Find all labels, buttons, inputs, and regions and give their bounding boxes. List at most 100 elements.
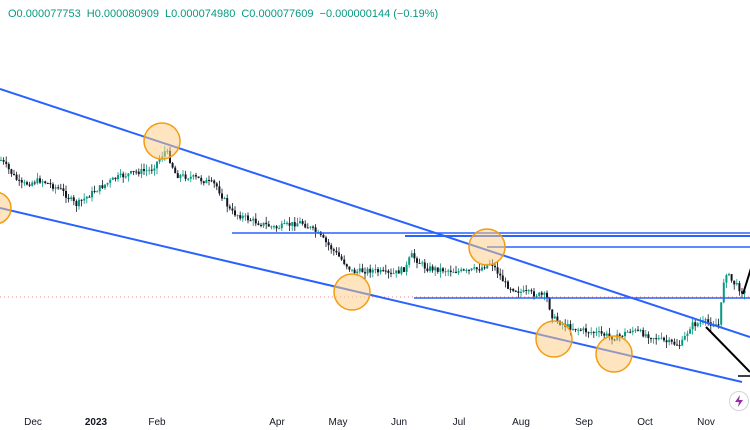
candle-body — [265, 222, 268, 225]
candle-body — [314, 227, 317, 232]
candle-body — [312, 226, 314, 228]
projection-arrows[interactable] — [705, 265, 750, 377]
candle-body — [728, 274, 730, 276]
candle-body — [496, 267, 499, 274]
candle-body — [681, 339, 684, 346]
candle-body — [592, 332, 595, 334]
candle-body — [507, 281, 509, 289]
candle-body — [228, 206, 231, 209]
flash-button[interactable] — [729, 391, 749, 411]
trendlines[interactable] — [0, 88, 750, 383]
candle-body — [421, 262, 424, 264]
candle-body — [639, 330, 642, 332]
candle-body — [283, 223, 286, 225]
time-axis[interactable]: Dec 2023 Feb Apr May Jun Jul Aug Sep Oct Nov — [24, 417, 715, 428]
ohlc-close: C0.000077609 — [241, 8, 314, 20]
candle-body — [525, 289, 528, 291]
candle-body — [530, 290, 533, 292]
candle-body — [291, 222, 294, 226]
candle-body — [278, 228, 281, 230]
candle-body — [249, 220, 252, 222]
candle-body — [231, 208, 234, 211]
candle-body — [738, 283, 741, 292]
candle-body — [67, 197, 70, 200]
upper-channel-line[interactable] — [0, 88, 750, 338]
candle-body — [730, 274, 733, 281]
candle-body — [327, 242, 330, 246]
candle-body — [382, 269, 385, 271]
candle-body — [202, 181, 205, 184]
candle-body — [343, 259, 346, 265]
candle-body — [460, 269, 463, 272]
candle-body — [637, 329, 639, 331]
candle-body — [187, 178, 190, 180]
candle-body — [509, 288, 512, 290]
candle-body — [111, 177, 114, 180]
candle-body — [176, 173, 179, 179]
down-arrow-line[interactable] — [705, 326, 750, 373]
candle-body — [46, 183, 49, 185]
candle-body — [494, 265, 496, 268]
candle-body — [234, 210, 236, 216]
candle-body — [486, 264, 489, 269]
candle-body — [704, 319, 707, 321]
candle-body — [124, 176, 127, 178]
candle-body — [574, 328, 577, 331]
candle-body — [631, 330, 634, 333]
candle-body — [735, 283, 738, 285]
candle-body — [587, 332, 590, 334]
candle-body — [668, 339, 671, 343]
candle-body — [150, 169, 153, 171]
candle-body — [566, 324, 569, 328]
candle-body — [670, 339, 673, 342]
lightning-icon — [735, 395, 743, 407]
candle-body — [52, 184, 54, 189]
candle-body — [603, 333, 606, 336]
candle-body — [429, 266, 431, 271]
candle-body — [348, 266, 351, 270]
candle-body — [13, 173, 15, 175]
candle-body — [691, 322, 694, 330]
candle-body — [15, 174, 18, 180]
candle-body — [522, 289, 525, 292]
candle-body — [626, 331, 629, 333]
ohlc-change: −0.000000144 (−0.19%) — [319, 8, 439, 20]
candle-body — [371, 269, 374, 273]
candle-body — [83, 198, 86, 201]
candle-body — [444, 271, 447, 273]
candle-body — [533, 291, 535, 297]
candle-body — [10, 169, 13, 174]
candle-body — [252, 218, 255, 221]
candle-body — [98, 185, 101, 192]
candle-body — [689, 329, 691, 334]
candle-body — [416, 258, 418, 263]
candle-body — [457, 271, 460, 273]
candle-body — [686, 333, 689, 336]
candle-body — [158, 158, 161, 162]
candle-body — [88, 196, 91, 198]
candle-body — [431, 266, 434, 271]
candle-body — [286, 222, 288, 224]
candle-body — [595, 331, 598, 333]
candle-body — [215, 183, 218, 187]
candle-body — [241, 215, 244, 219]
marker-circle-feb — [143, 122, 181, 160]
candle-body — [652, 338, 655, 340]
candle-body — [707, 319, 710, 323]
candle-body — [379, 269, 382, 273]
candle-body — [655, 338, 658, 340]
candle-body — [213, 180, 216, 184]
up-arrow-line[interactable] — [742, 265, 750, 295]
candle-body — [455, 271, 457, 273]
candle-body — [57, 187, 60, 189]
candle-body — [543, 292, 546, 295]
candle-body — [356, 271, 359, 274]
time-axis-label: Dec — [24, 417, 42, 428]
candle-body — [473, 267, 476, 269]
candle-body — [130, 170, 132, 174]
candle-body — [514, 290, 517, 292]
candle-body — [436, 267, 439, 272]
candle-body — [384, 270, 387, 272]
candle-body — [33, 182, 36, 184]
